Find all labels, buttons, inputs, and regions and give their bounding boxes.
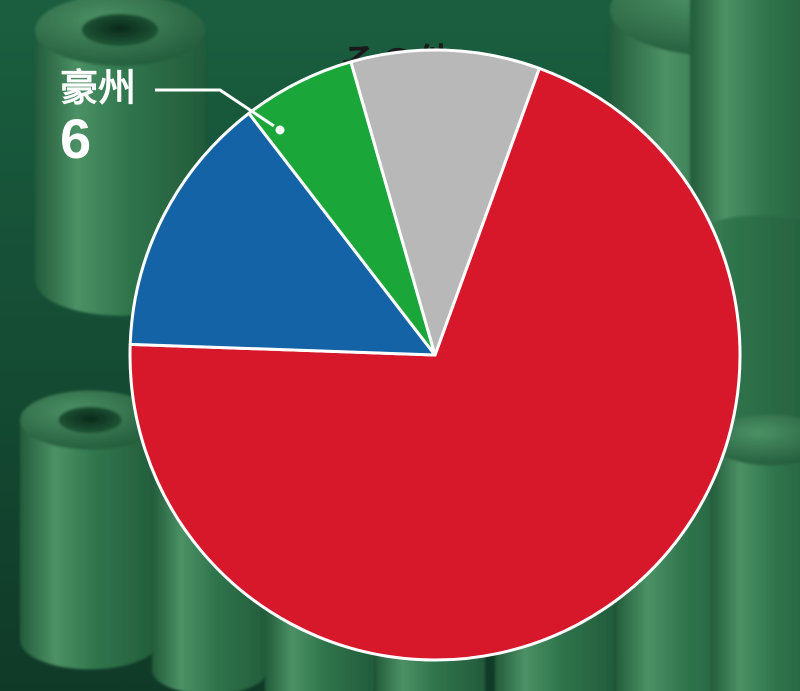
chart-stage: 中国 70 % 米国 14 豪州 6 その他 10 [0, 0, 800, 691]
pie-chart [0, 0, 800, 691]
callout-dot-aus [274, 124, 286, 136]
